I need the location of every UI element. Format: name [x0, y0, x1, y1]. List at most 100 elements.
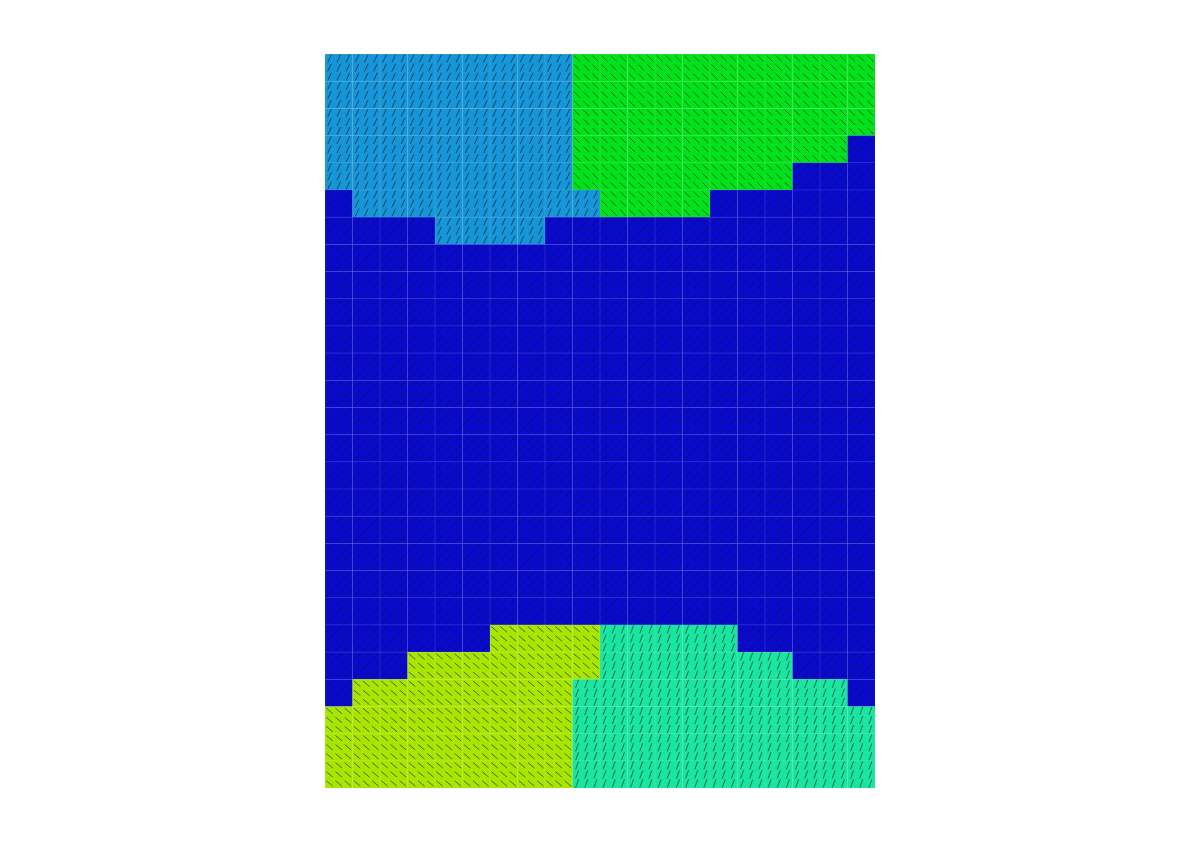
heatmap-cell: [545, 652, 573, 679]
orientation-glyph: [437, 572, 461, 596]
heatmap-cell: [738, 54, 766, 81]
heatmap-cell: [380, 163, 408, 190]
orientation-glyph: [629, 55, 653, 79]
orientation-glyph: [684, 55, 708, 79]
heatmap-cell: [408, 54, 436, 81]
heatmap-cell: [628, 108, 656, 135]
heatmap-cell: [738, 734, 766, 761]
heatmap-cell: [848, 326, 876, 353]
orientation-glyph: [796, 761, 817, 787]
heatmap-cell: [353, 217, 381, 244]
orientation-glyph: [767, 273, 791, 297]
heatmap-cell: [765, 435, 793, 462]
heatmap-cell: [655, 652, 683, 679]
heatmap-cell: [683, 353, 711, 380]
heatmap-cell: [435, 734, 463, 761]
heatmap-cell: [600, 299, 628, 326]
heatmap-cell: [490, 244, 518, 271]
heatmap-cell: [765, 190, 793, 217]
heatmap-cell: [683, 108, 711, 135]
heatmap-cell: [573, 734, 601, 761]
orientation-glyph: [576, 707, 597, 733]
heatmap-cell: [683, 489, 711, 516]
orientation-glyph: [491, 681, 516, 705]
heatmap-cell: [628, 734, 656, 761]
orientation-glyph: [767, 518, 791, 542]
orientation-glyph: [574, 409, 598, 433]
heatmap-cell: [380, 217, 408, 244]
heatmap-cell: [435, 598, 463, 625]
orientation-glyph: [602, 300, 626, 324]
heatmap-cell: [683, 679, 711, 706]
orientation-glyph: [739, 300, 763, 324]
heatmap-cell: [545, 190, 573, 217]
orientation-glyph: [822, 137, 846, 161]
heatmap-cell: [655, 679, 683, 706]
orientation-glyph: [629, 327, 653, 351]
orientation-glyph: [712, 490, 736, 514]
orientation-glyph: [382, 545, 406, 569]
orientation-glyph: [492, 246, 516, 270]
heatmap-cell: [765, 598, 793, 625]
heatmap-cell: [628, 761, 656, 788]
heatmap-cell: [655, 353, 683, 380]
heatmap-cell: [738, 380, 766, 407]
heatmap-cell: [765, 734, 793, 761]
orientation-glyph: [493, 218, 515, 244]
heatmap-cell: [600, 81, 628, 108]
heatmap-cell: [655, 54, 683, 81]
orientation-glyph: [576, 761, 597, 787]
heatmap-cell: [380, 652, 408, 679]
orientation-glyph: [575, 191, 597, 217]
heatmap-cell: [655, 407, 683, 434]
orientation-glyph: [739, 545, 763, 569]
orientation-glyph: [849, 55, 873, 79]
heatmap-cell: [408, 571, 436, 598]
heatmap-cell: [408, 625, 436, 652]
heatmap-cell: [490, 81, 518, 108]
heatmap-cell: [765, 652, 793, 679]
heatmap-cell: [518, 407, 546, 434]
orientation-glyph: [822, 110, 846, 134]
heatmap-cell: [463, 462, 491, 489]
heatmap-cell: [573, 679, 601, 706]
heatmap-cell: [325, 571, 353, 598]
heatmap-cell: [600, 435, 628, 462]
heatmap-cell: [380, 407, 408, 434]
orientation-glyph: [657, 545, 681, 569]
orientation-glyph: [493, 109, 515, 135]
orientation-glyph: [546, 627, 571, 651]
heatmap-cell: [600, 761, 628, 788]
heatmap-cell: [683, 435, 711, 462]
orientation-glyph: [492, 409, 516, 433]
orientation-glyph: [382, 327, 406, 351]
orientation-glyph: [822, 164, 846, 188]
orientation-glyph: [822, 626, 846, 650]
orientation-glyph: [849, 490, 873, 514]
orientation-glyph: [491, 735, 516, 759]
orientation-glyph: [383, 55, 405, 81]
orientation-glyph: [794, 436, 818, 460]
orientation-glyph: [327, 300, 351, 324]
heatmap-cell: [710, 108, 738, 135]
heatmap-cell: [628, 271, 656, 298]
orientation-glyph: [602, 137, 626, 161]
heatmap-cell: [683, 190, 711, 217]
orientation-glyph: [739, 490, 763, 514]
orientation-glyph: [327, 490, 351, 514]
orientation-glyph: [327, 626, 351, 650]
heatmap-cell: [435, 136, 463, 163]
orientation-glyph: [684, 327, 708, 351]
heatmap-cell: [655, 761, 683, 788]
orientation-glyph: [822, 327, 846, 351]
heatmap-cell: [573, 543, 601, 570]
heatmap-cell: [545, 380, 573, 407]
orientation-glyph: [684, 355, 708, 379]
heatmap-cell: [820, 543, 848, 570]
orientation-glyph: [437, 545, 461, 569]
heatmap-cell: [518, 706, 546, 733]
orientation-glyph: [464, 382, 488, 406]
heatmap-cell: [628, 299, 656, 326]
orientation-glyph: [493, 55, 515, 81]
heatmap-cell: [325, 244, 353, 271]
